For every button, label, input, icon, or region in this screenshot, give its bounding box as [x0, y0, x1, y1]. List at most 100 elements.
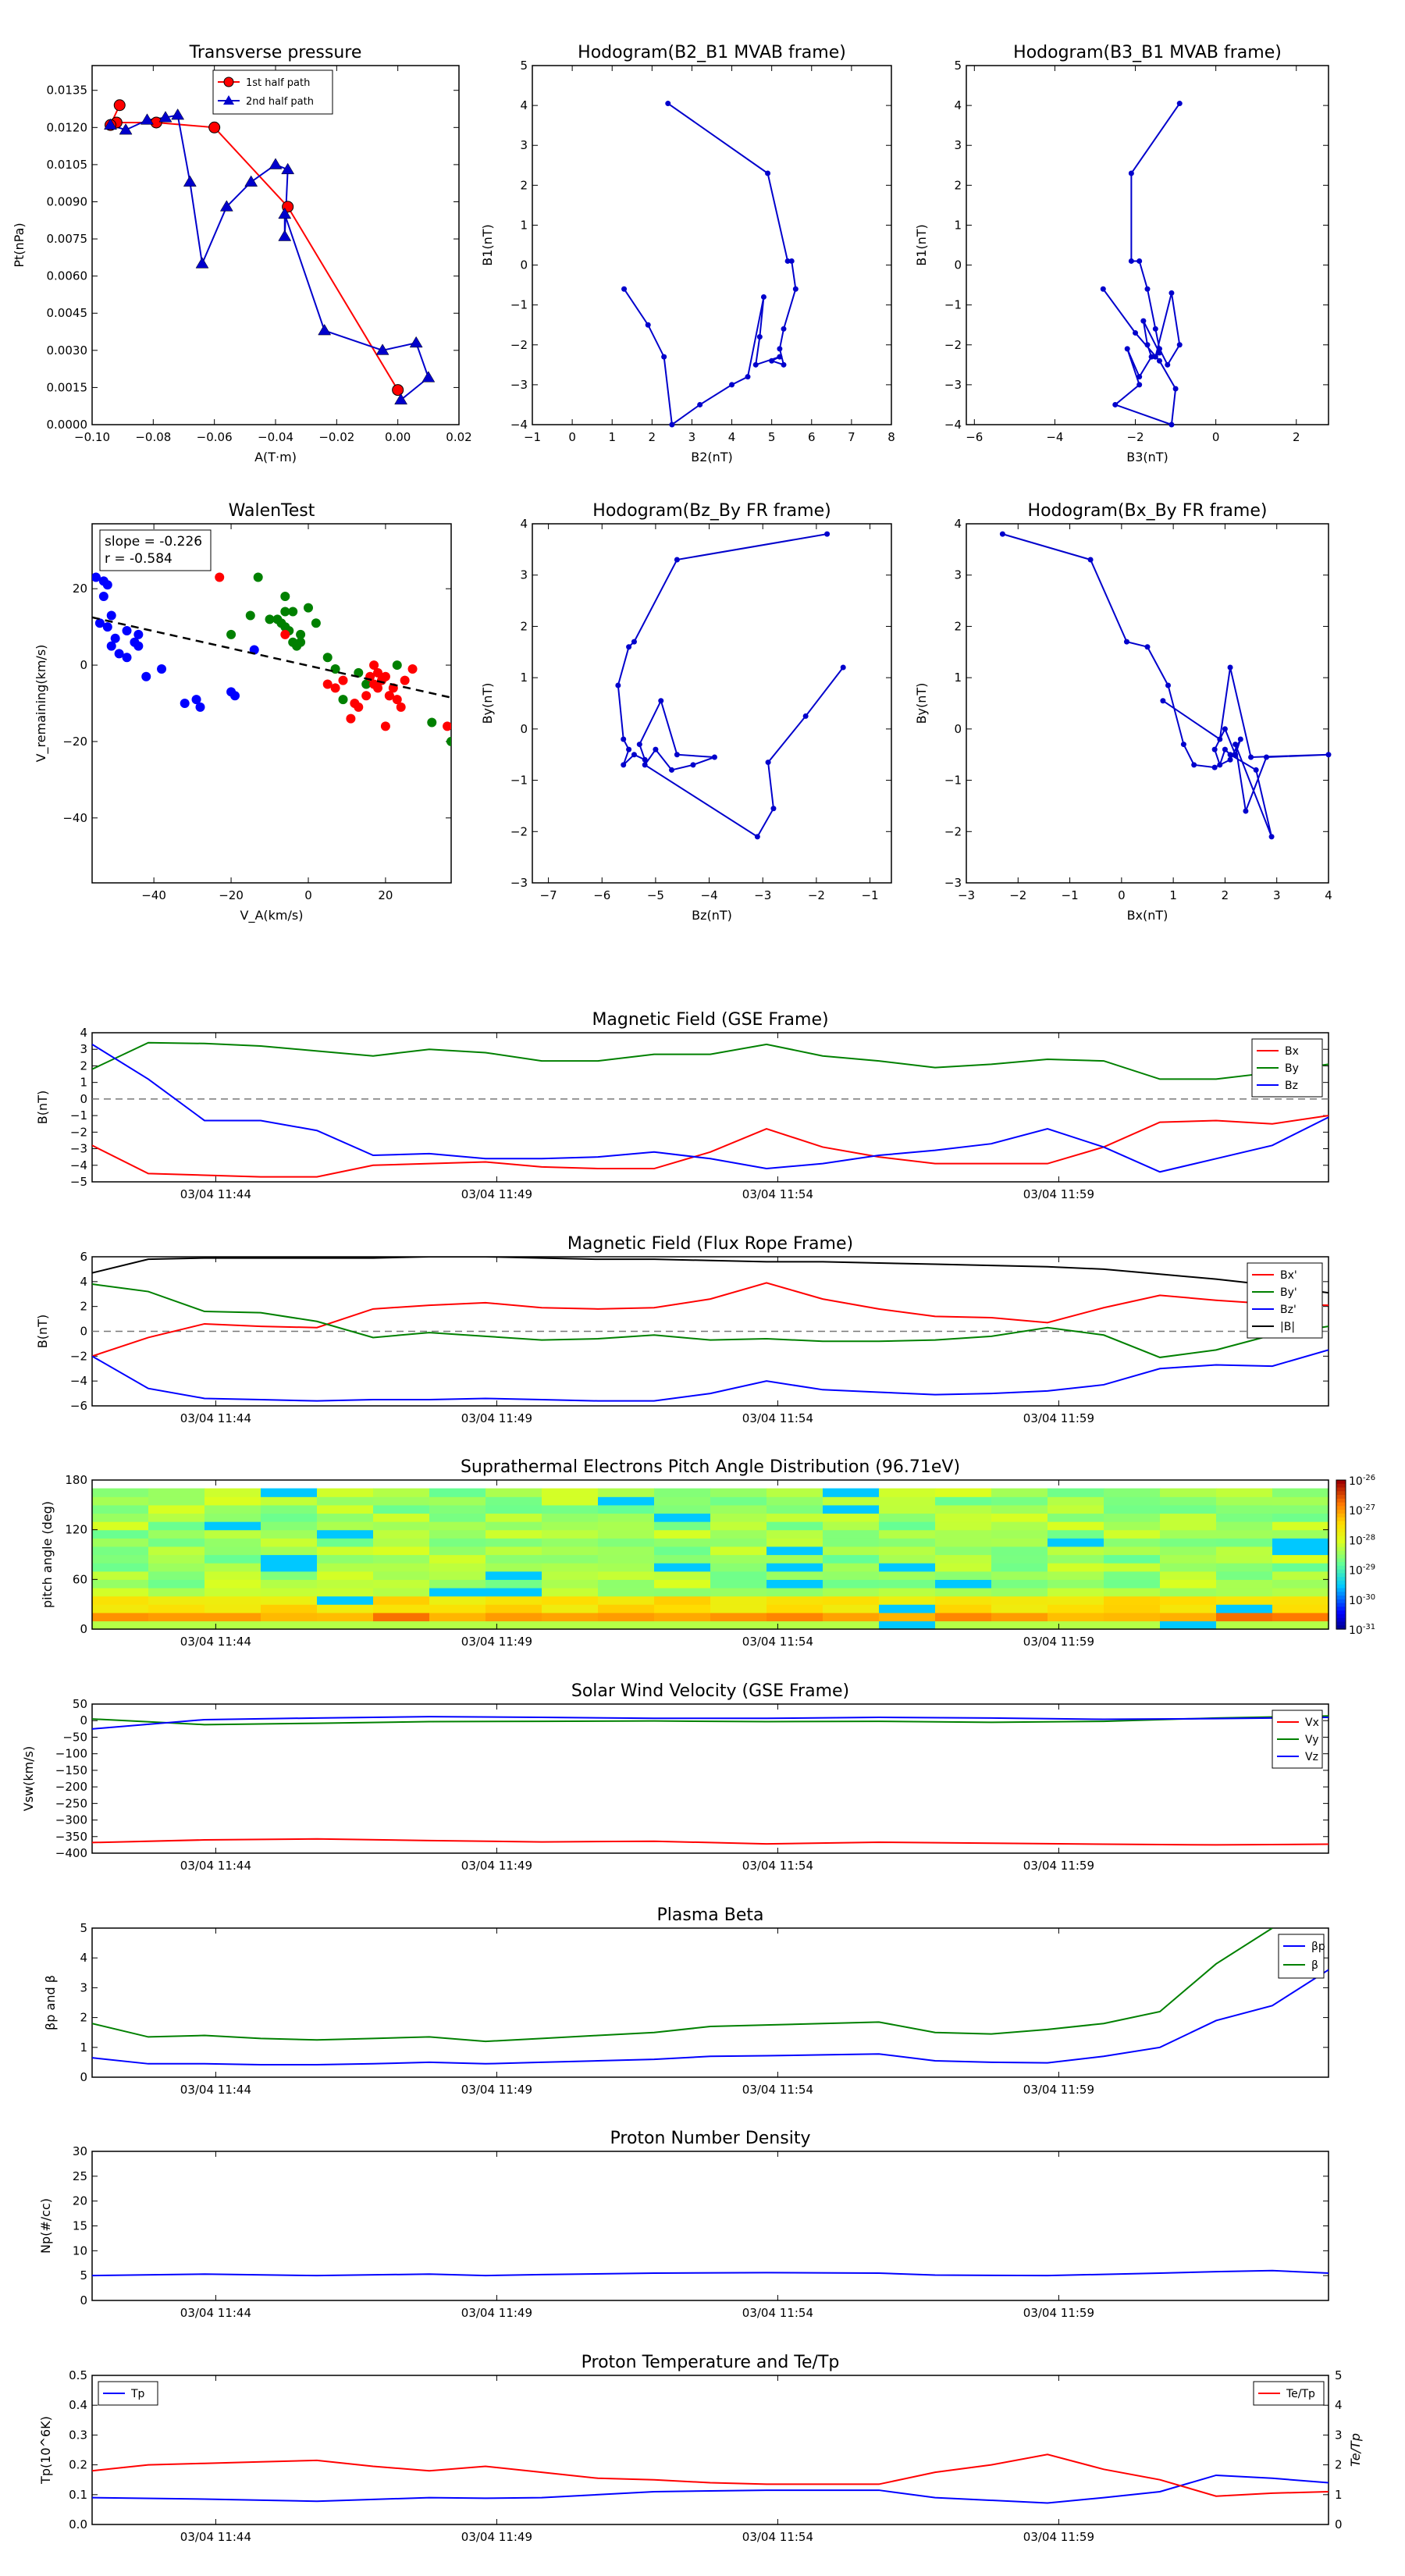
series-line-TeTp — [92, 2453, 1329, 2497]
heatmap-cell — [879, 1521, 936, 1531]
series-line-Np — [92, 2269, 1329, 2277]
heatmap-cell — [823, 1596, 880, 1605]
heatmap-cell — [879, 1529, 936, 1539]
heatmap-cell — [1160, 1496, 1217, 1506]
data-point — [183, 175, 197, 187]
heatmap-cell — [1048, 1579, 1104, 1589]
colorbar-segment — [1336, 1562, 1346, 1567]
heatmap-cell — [823, 1546, 880, 1556]
colorbar-segment — [1336, 1483, 1346, 1489]
heatmap-cell — [205, 1587, 261, 1597]
x-tick-label: −4 — [1046, 430, 1063, 444]
data-point — [642, 762, 648, 768]
x-tick-label: 03/04 11:49 — [461, 2530, 532, 2544]
series-line-1sthalfpath — [108, 105, 399, 391]
axes-frame — [966, 65, 1329, 425]
data-point — [1211, 764, 1218, 770]
y-tick-label: −4 — [70, 1374, 87, 1388]
y-tick-label: 120 — [65, 1523, 87, 1537]
heatmap-cell — [261, 1604, 318, 1614]
plot-area — [623, 102, 797, 425]
chart-title: Hodogram(Bz_By FR frame) — [592, 501, 831, 521]
data-point — [674, 752, 680, 758]
colorbar-segment — [1336, 1614, 1346, 1619]
axes-frame — [91, 1927, 1329, 2078]
x-tick-label: 03/04 11:59 — [1023, 2530, 1094, 2544]
heatmap-cell — [205, 1604, 261, 1614]
heatmap-cell — [598, 1554, 655, 1564]
scatter-point-green — [245, 610, 255, 621]
x-tick-label: −5 — [647, 888, 664, 902]
axes-frame — [91, 1032, 1329, 1183]
colorbar-segment — [1336, 1599, 1346, 1604]
x-tick-label: 03/04 11:59 — [1023, 2083, 1094, 2097]
x-tick-label: 1 — [608, 430, 616, 444]
heatmap-cell — [879, 1538, 936, 1547]
data-point — [631, 752, 637, 758]
heatmap-cell — [261, 1554, 318, 1564]
data-point — [1156, 350, 1162, 356]
colorbar-segment — [1336, 1569, 1346, 1574]
heatmap-cell — [429, 1521, 486, 1531]
scatter-point-blue — [94, 618, 105, 628]
heatmap-cell — [1048, 1604, 1104, 1614]
legend-label: 2nd half path — [246, 96, 314, 108]
heatmap-cell — [1104, 1596, 1161, 1605]
heatmap-cell — [486, 1612, 542, 1621]
heatmap-cell — [598, 1504, 655, 1514]
heatmap-cell — [1272, 1621, 1329, 1630]
x-tick-label: 03/04 11:59 — [1023, 1635, 1094, 1649]
heatmap-cell — [92, 1604, 149, 1614]
heatmap-cell — [317, 1587, 374, 1597]
x-tick-label: 0.02 — [446, 430, 471, 444]
heatmap-cell — [1160, 1579, 1217, 1589]
heatmap-cell — [261, 1579, 318, 1589]
chart-title: Proton Temperature and Te/Tp — [582, 2353, 840, 2372]
y-tick-label: −6 — [70, 1399, 87, 1413]
heatmap-cell — [991, 1579, 1048, 1589]
data-point — [1176, 342, 1183, 348]
heatmap-cell — [317, 1538, 374, 1547]
x-tick-label: 03/04 11:54 — [742, 2306, 813, 2320]
y-axis-label: B1(nT) — [914, 224, 929, 266]
y-tick-label: −5 — [70, 1175, 87, 1189]
scatter-point-green — [330, 664, 340, 674]
heatmap-cell — [542, 1612, 599, 1621]
heatmap-cell — [148, 1538, 205, 1547]
y-tick-label: −40 — [62, 811, 87, 825]
heatmap-cell — [486, 1546, 542, 1556]
plot-area — [92, 1715, 1329, 1846]
colorbar-segment — [1336, 1596, 1346, 1600]
colorbar-segment — [1336, 1603, 1346, 1607]
heatmap-cell — [261, 1538, 318, 1547]
heatmap-cell — [598, 1546, 655, 1556]
heatmap-cell — [1272, 1596, 1329, 1605]
data-point — [422, 371, 436, 382]
heatmap-cell — [1216, 1587, 1273, 1597]
data-point — [661, 354, 667, 360]
heatmap-cell — [710, 1612, 767, 1621]
heatmap-cell — [935, 1621, 992, 1630]
heatmap-cell — [1216, 1521, 1273, 1531]
heatmap-cell — [598, 1604, 655, 1614]
x-tick-label: −0.08 — [135, 430, 171, 444]
scatter-point-green — [311, 618, 321, 628]
axes-frame — [532, 523, 892, 884]
y-tick-label: 20 — [73, 2194, 87, 2208]
data-point — [770, 806, 777, 812]
x-axis-label: V_A(km/s) — [240, 908, 304, 923]
heatmap-cell — [654, 1554, 711, 1564]
y-tick-label: 1 — [520, 671, 528, 685]
heatmap-cell — [598, 1579, 655, 1589]
data-point — [278, 229, 292, 241]
heatmap-cell — [710, 1546, 767, 1556]
heatmap-cell — [92, 1587, 149, 1597]
heatmap-cell — [205, 1579, 261, 1589]
heatmap-cell — [1048, 1596, 1104, 1605]
data-point — [1248, 754, 1254, 760]
heatmap-cell — [542, 1504, 599, 1514]
y-tick-label: −2 — [70, 1125, 87, 1139]
data-point — [669, 767, 675, 773]
heatmap-cell — [991, 1563, 1048, 1572]
heatmap-cell — [879, 1563, 936, 1572]
